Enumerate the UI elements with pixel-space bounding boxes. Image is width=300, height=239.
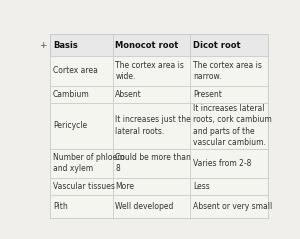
Bar: [112, 86, 190, 103]
Bar: [112, 56, 190, 86]
Text: Pericycle: Pericycle: [53, 121, 87, 130]
Text: It increases lateral
roots, cork cambium
and parts of the
vascular cambium.: It increases lateral roots, cork cambium…: [193, 104, 272, 147]
Bar: [190, 56, 268, 86]
Bar: [50, 86, 112, 103]
Bar: [190, 195, 268, 218]
Text: Varies from 2-8: Varies from 2-8: [193, 159, 251, 168]
Text: Number of phloem
and xylem: Number of phloem and xylem: [53, 153, 124, 174]
Bar: [50, 86, 112, 103]
Bar: [112, 103, 190, 149]
Text: It increases just the
lateral roots.: It increases just the lateral roots.: [116, 115, 191, 136]
Bar: [112, 86, 190, 103]
Bar: [112, 178, 190, 195]
Text: Absent: Absent: [116, 90, 142, 99]
Bar: [190, 195, 268, 218]
Bar: [50, 149, 112, 178]
Text: The cortex area is
wide.: The cortex area is wide.: [116, 61, 184, 81]
Bar: [190, 103, 268, 149]
Text: More: More: [116, 181, 134, 190]
Bar: [50, 195, 112, 218]
Text: Basis: Basis: [53, 41, 78, 50]
Bar: [112, 195, 190, 218]
Bar: [50, 34, 112, 56]
Text: Dicot root: Dicot root: [193, 41, 241, 50]
Bar: [190, 103, 268, 149]
Bar: [50, 56, 112, 86]
Bar: [190, 86, 268, 103]
Bar: [50, 103, 112, 149]
Bar: [50, 34, 112, 56]
Text: The cortex area is
narrow.: The cortex area is narrow.: [193, 61, 262, 81]
Bar: [190, 34, 268, 56]
Text: Vascular tissues: Vascular tissues: [53, 181, 115, 190]
Text: Less: Less: [193, 181, 210, 190]
Bar: [50, 178, 112, 195]
Bar: [50, 56, 112, 86]
Bar: [50, 195, 112, 218]
Bar: [50, 149, 112, 178]
Bar: [50, 103, 112, 149]
Bar: [190, 178, 268, 195]
Bar: [112, 149, 190, 178]
Text: Absent or very small: Absent or very small: [193, 202, 272, 211]
Bar: [190, 178, 268, 195]
Text: Cortex area: Cortex area: [53, 66, 98, 76]
Text: +: +: [39, 41, 46, 50]
Bar: [190, 149, 268, 178]
Bar: [112, 34, 190, 56]
Bar: [112, 195, 190, 218]
Text: Cambium: Cambium: [53, 90, 90, 99]
Text: Monocot root: Monocot root: [116, 41, 179, 50]
Bar: [190, 56, 268, 86]
Bar: [112, 103, 190, 149]
Bar: [112, 34, 190, 56]
Bar: [190, 149, 268, 178]
Text: Could be more than
8: Could be more than 8: [116, 153, 191, 174]
Bar: [190, 86, 268, 103]
Text: Well developed: Well developed: [116, 202, 174, 211]
Text: Present: Present: [193, 90, 222, 99]
Bar: [112, 149, 190, 178]
Bar: [190, 34, 268, 56]
Bar: [50, 178, 112, 195]
Bar: [112, 178, 190, 195]
Text: Pith: Pith: [53, 202, 68, 211]
Bar: [112, 56, 190, 86]
